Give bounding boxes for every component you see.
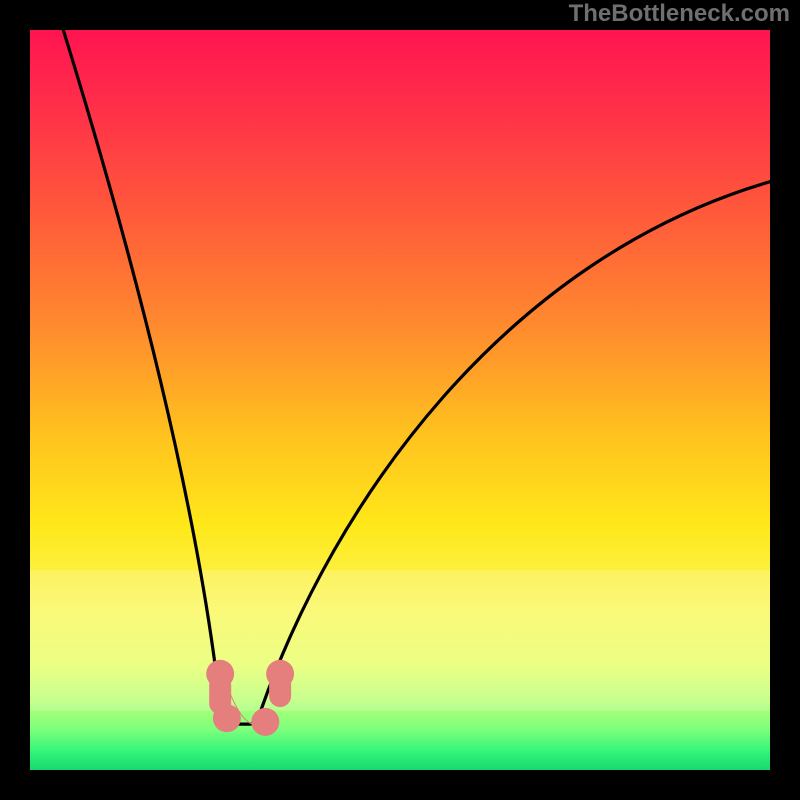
plot-frame (30, 30, 770, 770)
chart-root: TheBottleneck.com (0, 0, 800, 800)
watermark-label: TheBottleneck.com (569, 0, 790, 28)
